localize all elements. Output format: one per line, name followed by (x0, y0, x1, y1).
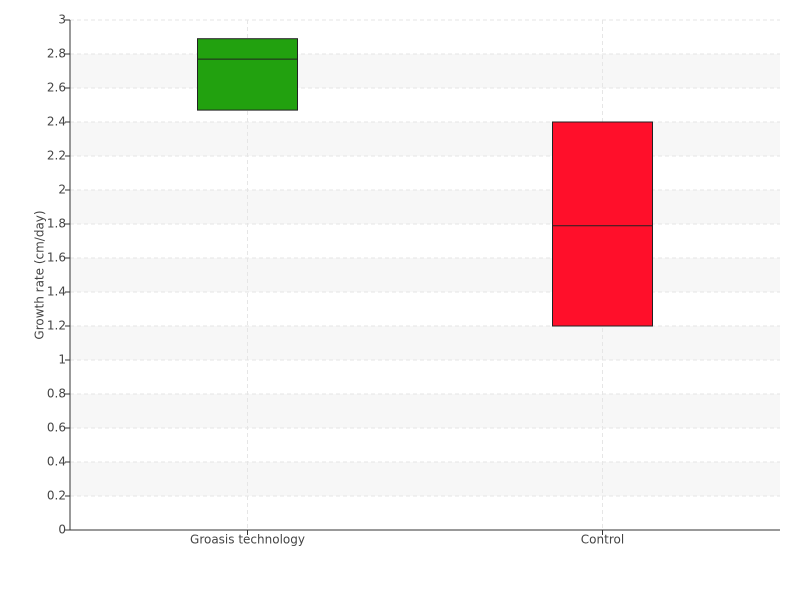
y-tick-label: 0.8 (47, 387, 66, 401)
y-tick-label: 1 (58, 353, 66, 367)
y-tick-label: 0.4 (47, 455, 66, 469)
grid-band (70, 258, 780, 292)
x-tick-label: Control (581, 533, 624, 547)
y-tick-label: 2.2 (47, 149, 66, 163)
y-tick-label: 1.8 (47, 217, 66, 231)
y-axis-label: Growth rate (cm/day) (33, 210, 47, 339)
grid-band (70, 326, 780, 360)
y-tick-label: 1.4 (47, 285, 66, 299)
y-tick-label: 0 (58, 523, 66, 537)
grid-band (70, 122, 780, 156)
box (197, 38, 298, 111)
bands (70, 54, 780, 496)
x-tick-label: Groasis technology (190, 533, 305, 547)
y-tick-label: 0.6 (47, 421, 66, 435)
y-tick-label: 3 (58, 13, 66, 27)
grid-band (70, 394, 780, 428)
y-tick-label: 2.6 (47, 81, 66, 95)
y-tick-label: 1.2 (47, 319, 66, 333)
y-tick-label: 0.2 (47, 489, 66, 503)
grid-band (70, 190, 780, 224)
y-tick-label: 2 (58, 183, 66, 197)
grid-band (70, 462, 780, 496)
y-tick-label: 2.8 (47, 47, 66, 61)
grid-band (70, 54, 780, 88)
y-tick-label: 2.4 (47, 115, 66, 129)
y-tick-label: 1.6 (47, 251, 66, 265)
box (552, 121, 653, 327)
